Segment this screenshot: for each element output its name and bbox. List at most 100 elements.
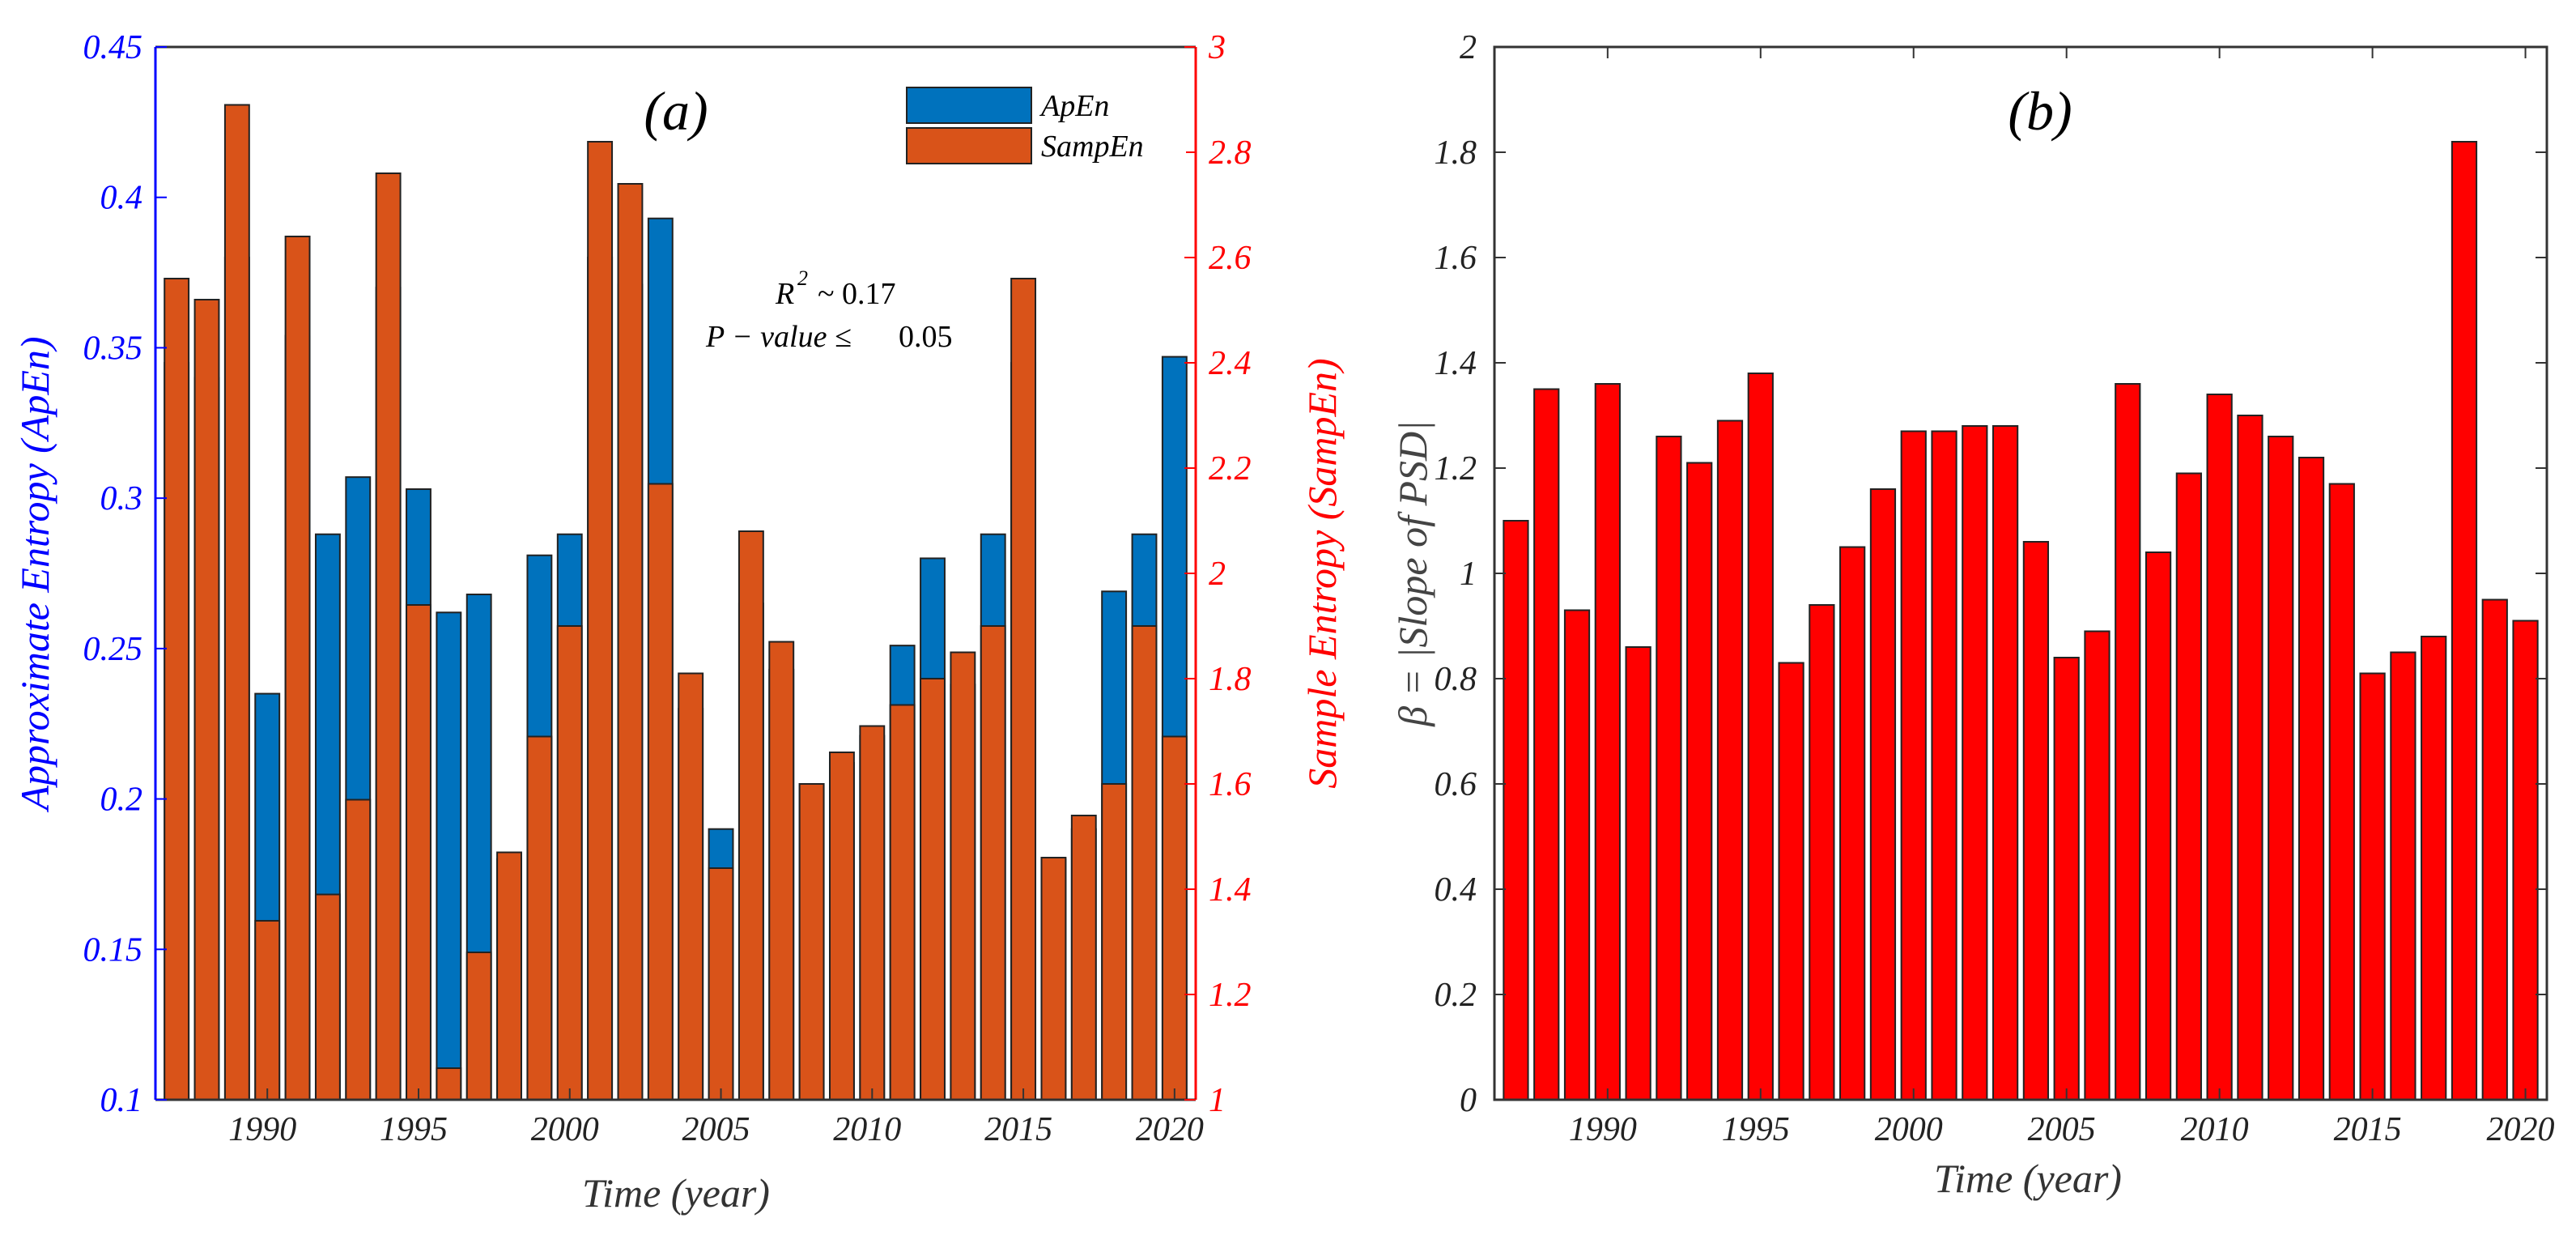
panel-a-x-tick-label: 2000 <box>531 1111 599 1148</box>
panel-b-x-tick-label: 2015 <box>2334 1111 2402 1148</box>
panel-a-x-tick-label: 1990 <box>228 1111 296 1148</box>
panel-a-right-tick-label: 2 <box>1209 556 1226 593</box>
panel-b-y-tick-label: 0.8 <box>1435 661 1477 698</box>
sampen-bar-2014 <box>980 625 1006 1101</box>
panel-a-x-tick-label: 1995 <box>380 1111 448 1148</box>
sampen-bar-2004 <box>678 672 704 1101</box>
beta-bar-2019 <box>2481 598 2508 1101</box>
panel-a-right-tick-label: 2.6 <box>1209 240 1252 277</box>
beta-bar-1999 <box>1869 488 1897 1101</box>
panel-b-y-axis-title: β = |Slope of PSD| <box>1390 420 1435 727</box>
panel-a-x-axis-title: Time (year) <box>582 1170 770 1216</box>
sampen-bar-1989 <box>223 104 250 1101</box>
beta-bar-2015 <box>2359 672 2386 1101</box>
panel-a-left-tick-label: 0.4 <box>100 180 143 217</box>
panel-a-right-tick-label: 2.4 <box>1209 345 1252 382</box>
panel-a-ticks: 0.1 0.15 0.2 0.25 0.3 0.35 0.4 0.45 1 1.2 1.4 1.6 1.… <box>83 29 1252 1148</box>
beta-bar-2009 <box>2175 472 2202 1101</box>
beta-bar-2002 <box>1962 425 1988 1101</box>
panel-a-right-tick-label: 1.4 <box>1209 871 1252 909</box>
sampen-bar-2008 <box>798 783 825 1101</box>
sampen-bar-2002 <box>617 183 644 1101</box>
sampen-bar-2016 <box>1040 857 1067 1101</box>
sampen-bar-2000 <box>556 625 583 1101</box>
beta-bar-1993 <box>1686 462 1713 1101</box>
panel-a-right-tick-label: 2.8 <box>1209 134 1252 172</box>
r-squared-exponent: 2 <box>797 266 808 290</box>
beta-bar-2010 <box>2206 394 2233 1101</box>
panel-b-x-tick-label: 1995 <box>1722 1111 1790 1148</box>
panel-a-right-tick-label: 1.8 <box>1209 661 1252 698</box>
beta-bar-1989 <box>1563 609 1591 1101</box>
panel-b-x-tick-label: 2000 <box>1875 1111 1943 1148</box>
panel-b-x-tick-label: 1990 <box>1569 1111 1637 1148</box>
panel-a-left-tick-label: 0.3 <box>100 480 143 517</box>
panel-a-entropy-chart: 0.1 0.15 0.2 0.25 0.3 0.35 0.4 0.45 1 1.2 1.4 1.6 1.… <box>12 29 1345 1216</box>
sampen-bar-2010 <box>859 725 886 1101</box>
beta-bar-2000 <box>1900 430 1927 1101</box>
panel-b-bars <box>1503 141 2539 1101</box>
panel-b-x-tick-label: 2005 <box>2028 1111 2096 1148</box>
panel-b-label: (b) <box>2008 80 2072 142</box>
sampen-bar-2011 <box>889 704 916 1101</box>
sampen-bar-2009 <box>829 752 855 1101</box>
panel-b-y-tick-label: 2 <box>1460 29 1477 66</box>
sampen-bar-1993 <box>345 798 372 1101</box>
sampen-bar-1997 <box>465 952 492 1101</box>
panel-a-bars <box>164 104 1188 1101</box>
legend-entry-sampen: SampEn <box>1041 130 1144 164</box>
panel-b-plot-area <box>1494 47 2547 1100</box>
beta-bar-2014 <box>2328 483 2355 1101</box>
panel-b-y-tick-label: 0.2 <box>1435 977 1477 1014</box>
r-squared-label: R <box>775 277 794 311</box>
legend-swatch-sampen <box>906 127 1032 164</box>
beta-bar-2001 <box>1931 430 1958 1101</box>
panel-b-x-tick-label: 2010 <box>2181 1111 2249 1148</box>
beta-bar-2003 <box>1992 425 2019 1101</box>
panel-a-x-tick-label: 2005 <box>682 1111 750 1148</box>
beta-bar-2012 <box>2268 436 2294 1101</box>
sampen-bar-2019 <box>1131 625 1158 1101</box>
panel-b-y-tick-label: 1.4 <box>1435 345 1477 382</box>
sampen-bar-2003 <box>647 483 674 1101</box>
sampen-bar-1987 <box>164 278 190 1101</box>
sampen-bar-2013 <box>950 651 976 1101</box>
beta-bar-1992 <box>1656 436 1682 1101</box>
p-value-value: 0.05 <box>899 320 953 354</box>
beta-bar-2004 <box>2022 541 2050 1101</box>
panel-a-left-tick-label: 0.25 <box>83 631 143 668</box>
panel-b-ticks: 0 0.2 0.4 0.6 0.8 1 1.2 1.4 1.6 1.8 2 1990 1995 2000 2… <box>1435 29 2555 1148</box>
beta-bar-1995 <box>1747 373 1774 1101</box>
panel-a-x-tick-label: 2020 <box>1136 1111 1204 1148</box>
panel-a-left-tick-label: 0.15 <box>83 931 143 969</box>
beta-bar-1994 <box>1716 419 1744 1101</box>
panel-a-right-y-axis-title: Sample Entropy (SampEn) <box>1299 358 1345 788</box>
sampen-bar-2017 <box>1070 815 1097 1101</box>
panel-b-y-tick-label: 1.6 <box>1435 240 1477 277</box>
p-value-label: P − value ≤ <box>705 320 852 354</box>
panel-a-right-tick-label: 1 <box>1209 1082 1226 1119</box>
sampen-bar-1998 <box>496 851 522 1101</box>
beta-bar-2018 <box>2451 141 2478 1101</box>
beta-bar-1990 <box>1594 383 1621 1101</box>
panel-b-y-tick-label: 1.2 <box>1435 450 1477 488</box>
panel-b-y-tick-label: 1 <box>1460 556 1477 593</box>
sampen-bar-1992 <box>314 893 341 1101</box>
panel-b-y-tick-label: 0.4 <box>1435 871 1477 909</box>
legend-swatch-apen <box>906 87 1032 124</box>
panel-b-y-tick-label: 1.8 <box>1435 134 1477 172</box>
beta-bar-1996 <box>1778 662 1804 1101</box>
panel-a-left-tick-label: 0.1 <box>100 1082 143 1119</box>
sampen-bar-1995 <box>406 604 431 1101</box>
apen-bar-1996 <box>436 611 462 1101</box>
panel-a-x-tick-label: 2015 <box>984 1111 1052 1148</box>
beta-bar-2020 <box>2512 620 2539 1101</box>
beta-bar-1997 <box>1809 604 1835 1101</box>
r-squared-value: ~ 0.17 <box>818 277 896 311</box>
panel-a-x-tick-label: 2010 <box>833 1111 901 1148</box>
panel-b-psd-slope-chart: 0 0.2 0.4 0.6 0.8 1 1.2 1.4 1.6 1.8 2 1990 1995 2000 2… <box>1390 29 2555 1201</box>
sampen-bar-1988 <box>193 299 220 1101</box>
beta-bar-2016 <box>2390 651 2417 1101</box>
panel-a-left-y-axis-title: Approximate Entropy (ApEn) <box>12 336 57 812</box>
beta-bar-1998 <box>1839 546 1866 1101</box>
